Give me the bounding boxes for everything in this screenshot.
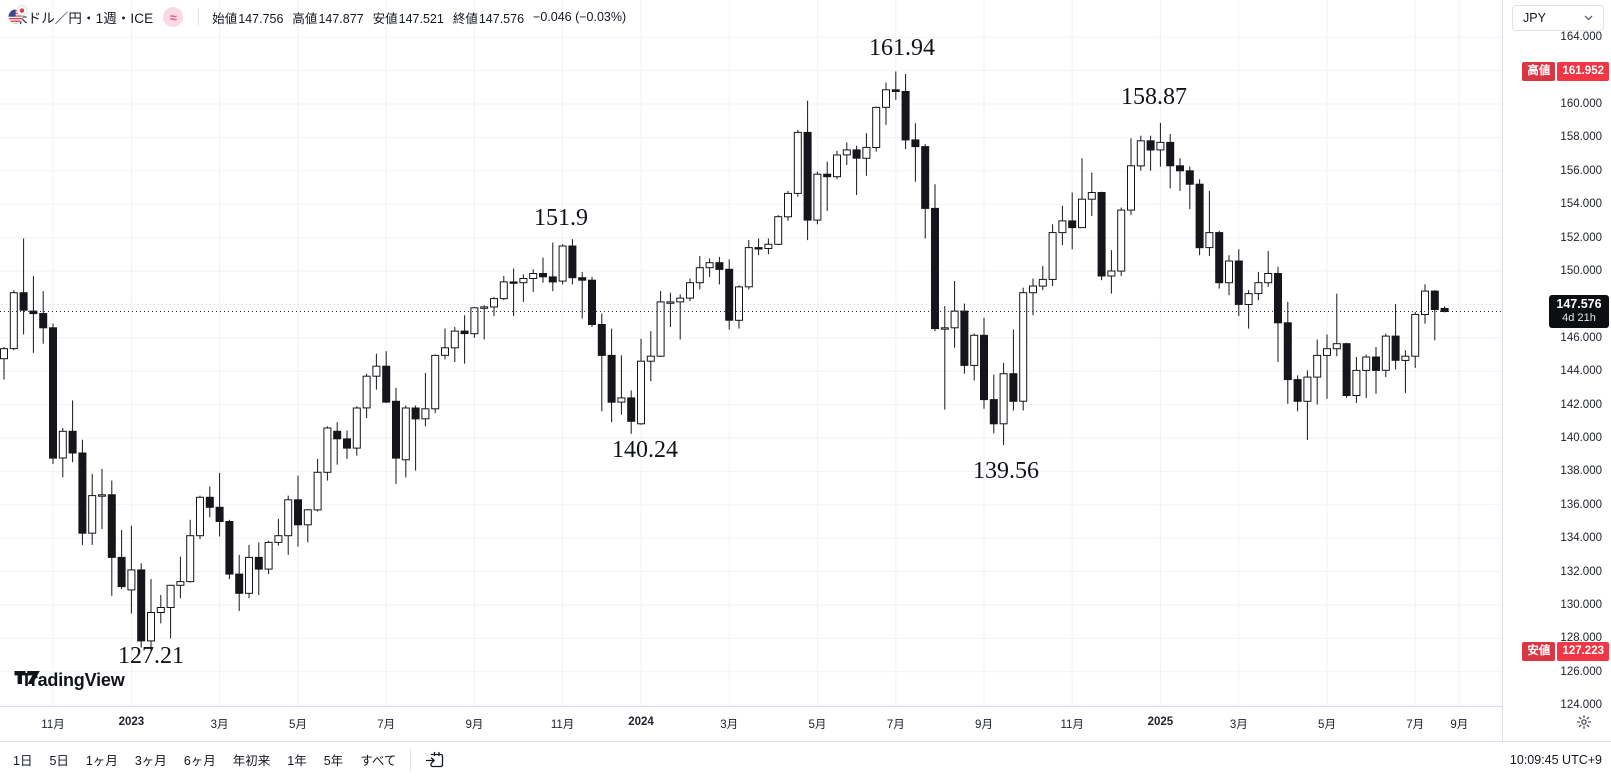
price-tick: 132.000 — [1560, 565, 1602, 578]
price-annotation: 151.9 — [534, 205, 588, 231]
symbol-title[interactable]: 米ドル／円・1週・ICE — [14, 11, 154, 26]
price-annotation: 158.87 — [1121, 84, 1187, 110]
low-price-label: 安値 127.223 — [1522, 641, 1609, 661]
ohlc-item: 終値147.576 — [452, 11, 525, 26]
chevron-down-icon — [1584, 15, 1593, 21]
time-tick: 3月 — [210, 719, 229, 731]
clock-timestamp[interactable]: 10:09:45 UTC+9 — [1509, 752, 1602, 767]
range-button[interactable]: 5年 — [324, 750, 343, 769]
currency-label: JPY — [1523, 11, 1546, 25]
price-tick: 160.000 — [1560, 98, 1602, 111]
time-axis[interactable]: 11月 2023 3月 5月 7月 9月 11月 2024 3月 5月 7月 9月 11月 2025 3月 5… — [0, 706, 1502, 741]
price-annotation: 127.21 — [118, 643, 184, 669]
bar-countdown: 4d 21h — [1562, 312, 1596, 324]
range-button[interactable]: 年初来 — [233, 750, 271, 769]
time-tick: 2024 — [628, 716, 654, 728]
time-tick: 7月 — [377, 719, 396, 731]
price-tick: 146.000 — [1560, 331, 1602, 344]
time-tick: 11月 — [41, 719, 65, 731]
price-tick: 158.000 — [1560, 131, 1602, 144]
high-price-label: 高値 161.952 — [1522, 61, 1609, 81]
price-annotation: 139.56 — [973, 458, 1039, 484]
price-tick: 154.000 — [1560, 198, 1602, 211]
range-button[interactable]: すべて — [360, 750, 396, 769]
price-tick: 140.000 — [1560, 432, 1602, 445]
approx-status-badge[interactable]: ≈ — [163, 7, 184, 27]
price-tick: 138.000 — [1560, 465, 1602, 478]
low-label-prefix: 安値 — [1522, 641, 1556, 661]
time-tick: 7月 — [1406, 719, 1425, 731]
price-tick: 150.000 — [1560, 265, 1602, 278]
range-button[interactable]: 1年 — [287, 750, 306, 769]
tradingview-watermark: TradingView — [14, 670, 125, 691]
ohlc-readout: 始値147.756 高値147.877 安値147.521 終値147.576 −0.0… — [212, 8, 626, 27]
time-tick: 5月 — [289, 719, 307, 731]
time-tick: 3月 — [1229, 719, 1248, 731]
time-tick: 5月 — [1318, 719, 1336, 731]
settings-gear-icon[interactable] — [1574, 712, 1594, 732]
high-label-value: 161.952 — [1557, 61, 1609, 81]
price-tick: 126.000 — [1560, 665, 1602, 678]
price-tick: 134.000 — [1560, 532, 1602, 545]
ohlc-item: 始値147.756 — [212, 11, 284, 26]
price-tick: 142.000 — [1560, 398, 1602, 411]
change-readout: −0.046 (−0.03%) — [533, 10, 627, 24]
price-annotation: 161.94 — [869, 35, 935, 61]
price-tick: 130.000 — [1560, 599, 1602, 612]
price-tick: 144.000 — [1560, 365, 1602, 378]
chart-pane[interactable]: 127.21 151.9 140.24 161.94 139.56 158.87 — [0, 0, 1502, 706]
date-range-switcher: 1日 5日 1ヶ月 3ヶ月 6ヶ月 年初来 1年 5年 すべて — [13, 750, 396, 769]
ohlc-item: 安値147.521 — [372, 11, 444, 26]
high-label-prefix: 高値 — [1522, 61, 1556, 81]
time-tick: 11月 — [1060, 719, 1084, 731]
range-button[interactable]: 3ヶ月 — [135, 750, 167, 769]
time-tick: 7月 — [886, 719, 905, 731]
price-tick: 128.000 — [1560, 632, 1602, 645]
candlestick-chart: 127.21 151.9 140.24 161.94 139.56 158.87 — [0, 0, 1502, 706]
ohlc-item: 高値147.877 — [292, 11, 364, 26]
legend-divider — [198, 8, 200, 26]
currency-selector[interactable]: JPY — [1512, 5, 1604, 31]
range-button[interactable]: 5日 — [49, 750, 68, 769]
low-label-value: 127.223 — [1557, 641, 1609, 661]
price-axis[interactable]: JPY 164.000162.000160.000158.000156.0001… — [1502, 0, 1611, 741]
bottom-toolbar: 1日 5日 1ヶ月 3ヶ月 6ヶ月 年初来 1年 5年 すべて 10:09:45 UTC+9 — [0, 741, 1611, 777]
price-tick: 164.000 — [1560, 31, 1602, 44]
range-button[interactable]: 6ヶ月 — [184, 750, 216, 769]
toolbar-divider — [410, 748, 412, 771]
time-tick: 2023 — [118, 716, 145, 728]
time-tick: 2025 — [1147, 716, 1174, 728]
chart-legend: 米ドル／円・1週・ICE ≈ 始値147.756 高値147.877 安値147.5… — [8, 5, 626, 29]
price-annotation: 140.24 — [612, 437, 678, 463]
time-tick: 3月 — [720, 719, 739, 731]
go-to-date-button[interactable] — [425, 750, 446, 770]
range-button[interactable]: 1日 — [13, 750, 32, 769]
price-tick: 136.000 — [1560, 498, 1602, 511]
price-tick: 156.000 — [1560, 164, 1602, 177]
price-tick: 152.000 — [1560, 231, 1602, 244]
time-tick: 5月 — [808, 719, 827, 731]
price-tick: 124.000 — [1560, 699, 1602, 712]
time-tick: 9月 — [975, 719, 993, 731]
time-tick: 11月 — [550, 719, 575, 731]
current-price-value: 147.576 — [1556, 297, 1602, 311]
range-button[interactable]: 1ヶ月 — [86, 750, 118, 769]
time-tick: 9月 — [1450, 719, 1469, 731]
time-tick: 9月 — [465, 719, 484, 731]
current-price-label: 147.576 4d 21h — [1549, 295, 1609, 328]
tradingview-logo-text: TradingView — [21, 670, 125, 690]
